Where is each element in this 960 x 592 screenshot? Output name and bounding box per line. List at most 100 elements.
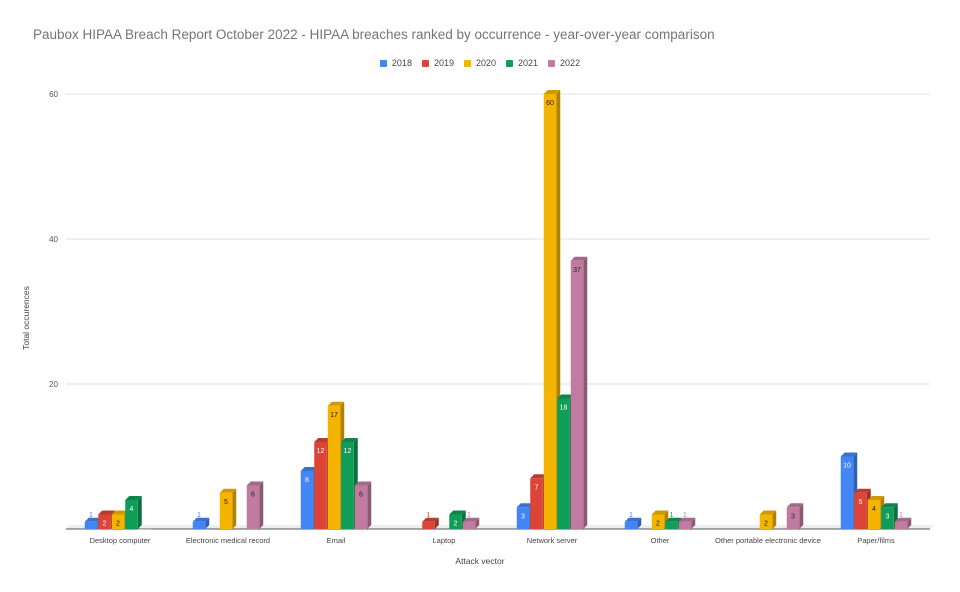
data-label: 3 [886,513,890,520]
legend-label: 2018 [391,58,412,68]
bar-2018-7 [840,456,854,529]
bar-2019-3 [422,521,435,529]
legend-item-2018[interactable]: 2018 [379,58,412,68]
bar-top [314,438,331,442]
data-label: 8 [305,477,309,484]
bar-2019-4 [530,478,543,529]
x-tick-label: Desktop computer [90,536,151,545]
x-tick-label: Laptop [433,536,456,545]
bar-top [786,503,804,508]
legend-item-2020[interactable]: 2020 [463,58,496,68]
bar-top [516,503,534,508]
bar-2022-3 [462,521,476,529]
bar-side [205,517,210,529]
bar-2021-0 [125,500,138,529]
bar-top [881,503,898,508]
bar-side [799,503,804,529]
bar-top [759,510,777,515]
data-label: 17 [330,412,338,419]
bar-top [84,517,102,522]
bar-side [259,481,264,529]
x-axis-label: Attack vector [455,556,505,566]
x-tick-label: Paper/films [857,536,895,545]
bar-2018-1 [192,521,206,529]
x-tick-label: Email [327,536,346,545]
bar-top [246,481,264,486]
bar-top [854,488,871,493]
bar-2018-5 [624,521,638,529]
data-label: 1 [467,512,471,519]
legend-label: 2021 [518,58,539,68]
bar-2022-6 [786,507,800,529]
legend-swatch [379,59,387,67]
bar-2022-7 [894,521,908,529]
bar-top [354,481,372,486]
data-label: 18 [560,405,568,412]
data-label: 12 [317,448,325,455]
data-label: 6 [251,492,255,499]
bar-top [651,510,669,515]
bar-top [341,438,358,442]
bar-top [894,517,912,522]
bar-top [543,90,561,94]
bar-top [530,474,547,479]
data-label: 1 [89,512,93,519]
bar-side [907,517,912,529]
bar-top [678,517,696,522]
bar-2021-7 [881,507,894,529]
bar-top [125,496,142,500]
bar-2020-0 [111,514,125,529]
legend-item-2022[interactable]: 2022 [548,58,580,68]
bar-top [665,517,682,522]
bar-top [624,517,642,522]
bar-2020-2 [327,405,341,529]
data-label: 3 [791,513,795,520]
bar-2020-5 [651,514,665,529]
bar-top [422,517,439,522]
chart-floor [66,525,934,529]
chart-title: Paubox HIPAA Breach Report October 2022 … [33,27,715,42]
bar-side [637,517,642,529]
legend-label: 2022 [560,58,581,68]
data-label: 7 [535,484,539,491]
bar-2022-5 [678,521,692,529]
bar-2018-0 [84,521,98,529]
bar-top [327,401,345,406]
y-axis-label: Total occurences [21,286,31,350]
bar-side [434,517,439,529]
bar-2020-1 [219,492,233,529]
data-label: 2 [454,521,458,528]
bar-side [691,517,696,529]
data-label: 2 [103,521,107,528]
bar-side [367,481,372,529]
bar-2022-0 [138,529,152,530]
data-label: 5 [224,499,228,506]
legend-swatch [506,59,514,67]
data-label: 4 [130,506,134,513]
bar-2022-2 [354,485,368,529]
data-label: 37 [573,267,581,274]
bar-2020-6 [759,514,773,529]
bar-top [192,517,210,522]
bar-side [583,256,588,529]
legend-item-2021[interactable]: 2021 [506,58,538,68]
y-tick-label: 20 [49,380,58,389]
bar-2018-4 [516,507,530,529]
bar-2019-7 [854,492,867,529]
data-label: 10 [843,463,851,470]
legend-item-2019[interactable]: 2019 [421,58,454,68]
data-label: 2 [764,521,768,528]
bar-top [462,517,480,522]
bar-2018-2 [300,471,314,529]
data-label: 6 [359,492,363,499]
bar-top [300,467,318,471]
data-label: 12 [344,448,352,455]
bar-2021-5 [665,521,678,529]
legend-swatch [421,59,429,67]
bar-2019-2 [314,442,327,529]
legend-label: 2019 [433,58,454,68]
x-tick-label: Other portable electronic device [715,536,821,545]
y-tick-label: 60 [49,90,58,99]
legend-swatch [548,59,556,67]
x-tick-label: Network server [527,536,578,545]
